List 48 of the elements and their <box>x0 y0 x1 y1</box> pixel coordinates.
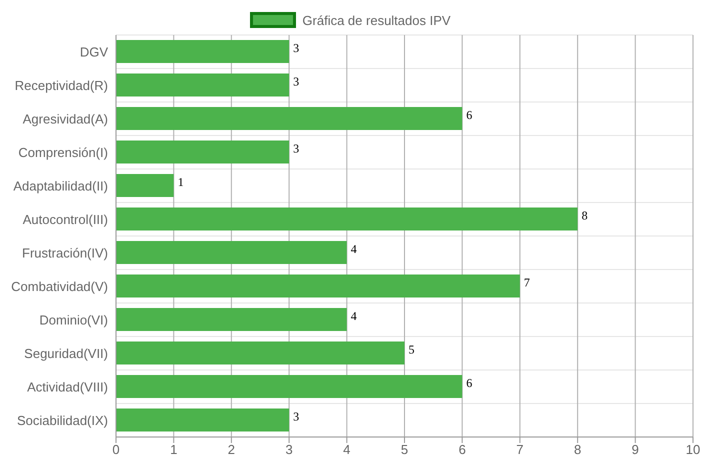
x-tick-label: 0 <box>112 442 120 458</box>
bar <box>116 140 290 164</box>
data-label: 3 <box>293 409 300 424</box>
x-tick-label: 7 <box>516 442 524 458</box>
data-label: 3 <box>293 141 300 156</box>
x-tick-label: 1 <box>170 442 178 458</box>
data-label: 3 <box>293 40 300 55</box>
y-tick-label: Sociabilidad(IX) <box>16 412 108 428</box>
bar <box>116 375 462 398</box>
bar <box>116 208 578 231</box>
data-label: 1 <box>178 174 184 189</box>
y-tick-label: Dominio(VI) <box>39 312 108 328</box>
legend-label: Gráfica de resultados IPV <box>302 12 451 28</box>
y-tick-label: Autocontrol(III) <box>22 212 108 227</box>
bar <box>116 74 290 97</box>
x-tick-label: 9 <box>632 442 639 458</box>
data-label: 6 <box>466 376 472 390</box>
y-tick-label: Combatividad(V) <box>11 278 108 294</box>
x-tick-label: 5 <box>400 442 408 458</box>
bar <box>116 40 290 64</box>
x-tick-label: 8 <box>574 442 582 458</box>
data-label: 8 <box>582 208 588 222</box>
x-tick-label: 2 <box>228 442 236 458</box>
bar <box>116 308 347 332</box>
y-tick-label: Adaptabilidad(II) <box>13 178 108 194</box>
bar <box>116 241 347 264</box>
x-tick-label: 6 <box>458 442 466 458</box>
bar <box>116 174 174 198</box>
y-tick-label: DGV <box>80 44 108 60</box>
data-label: 5 <box>408 342 414 356</box>
y-tick-label: Actividad(VIII) <box>27 379 108 394</box>
x-tick-label: 3 <box>285 442 293 458</box>
data-label: 7 <box>524 275 530 290</box>
y-tick-label: Frustración(IV) <box>22 245 108 260</box>
y-tick-label: Receptividad(R) <box>14 78 108 93</box>
data-label: 4 <box>350 308 357 323</box>
bar <box>116 274 520 298</box>
data-label: 6 <box>466 108 472 122</box>
bar <box>116 107 462 130</box>
y-tick-label: Agresividad(A) <box>22 111 108 126</box>
data-label: 3 <box>293 74 300 88</box>
y-tick-label: Seguridad(VII) <box>24 346 108 361</box>
bar <box>116 342 404 365</box>
x-tick-label: 10 <box>686 442 700 458</box>
y-tick-label: Comprensión(I) <box>18 144 108 160</box>
data-label: 4 <box>350 242 357 256</box>
x-tick-label: 4 <box>343 442 350 458</box>
bar <box>116 408 290 432</box>
